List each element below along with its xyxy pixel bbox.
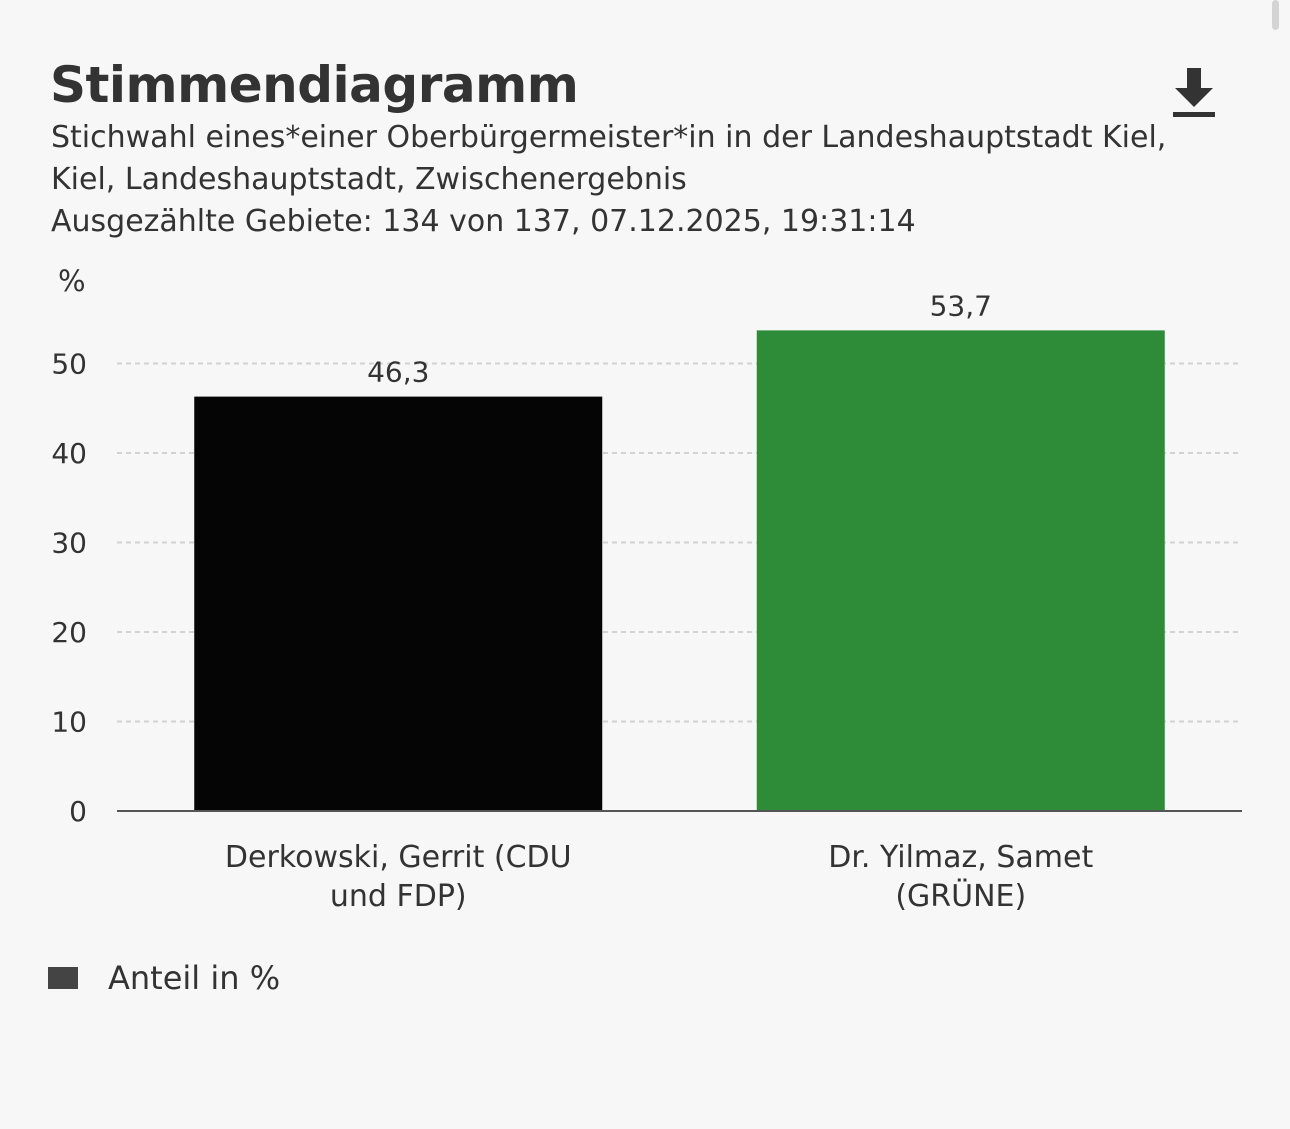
y-axis-label: % xyxy=(58,264,86,298)
y-tick-label: 20 xyxy=(51,616,87,649)
bar-value-label: 46,3 xyxy=(367,356,429,389)
x-tick-label: Derkowski, Gerrit (CDU xyxy=(225,840,572,875)
page-title: Stimmendiagramm xyxy=(50,56,579,114)
bar[interactable] xyxy=(756,330,1165,811)
bars: 46,3 53,7 xyxy=(194,289,1165,811)
y-tick-label: 50 xyxy=(51,348,87,381)
bar-chart: 0 10 20 30 40 50 % 46,3 53,7 Derkowski, Gerrit… xyxy=(51,264,1242,914)
x-tick-label: (GRÜNE) xyxy=(895,878,1026,914)
chart-subtitle: Stichwahl eines*einer Oberbürgermeister*… xyxy=(51,120,1167,197)
scrollbar[interactable] xyxy=(1272,0,1279,30)
bar-value-label: 53,7 xyxy=(930,289,992,322)
y-tick-label: 0 xyxy=(69,795,87,828)
download-icon[interactable] xyxy=(1171,66,1217,120)
legend-label: Anteil in % xyxy=(108,959,281,997)
bar[interactable] xyxy=(194,396,603,811)
legend: Anteil in % xyxy=(48,958,280,998)
legend-swatch xyxy=(48,967,78,989)
x-tick-label: und FDP) xyxy=(330,879,467,914)
y-tick-label: 10 xyxy=(51,706,87,739)
y-tick-label: 40 xyxy=(51,437,87,470)
x-tick-label: Dr. Yilmaz, Samet xyxy=(828,840,1093,875)
y-axis: 0 10 20 30 40 50 xyxy=(51,348,87,829)
y-tick-label: 30 xyxy=(51,527,87,560)
x-axis: Derkowski, Gerrit (CDU und FDP) Dr. Yilmaz… xyxy=(225,840,1094,914)
counting-status: Ausgezählte Gebiete: 134 von 137, 07.12.… xyxy=(51,204,916,239)
